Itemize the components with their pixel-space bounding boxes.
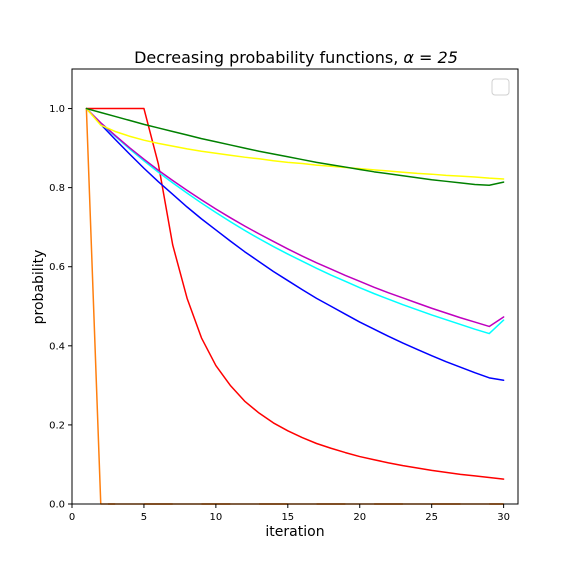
series-line-3 xyxy=(85,107,505,335)
series-line-4 xyxy=(85,107,505,328)
y-axis-ticks: 0.0 0.2 0.4 0.6 0.8 1.0 xyxy=(49,104,72,511)
x-tick-label-1: 5 xyxy=(141,512,147,523)
chart-title-math: α = 25 xyxy=(403,48,457,67)
x-axis-ticks: 0 5 10 15 20 25 30 xyxy=(69,504,510,523)
series-line-2 xyxy=(85,107,505,381)
y-tick-label-3: 0.6 xyxy=(49,262,65,273)
series-line-6 xyxy=(85,107,505,187)
y-tick-label-5: 1.0 xyxy=(49,104,65,115)
legend-box xyxy=(491,78,510,96)
chart-title-text: Decreasing probability functions, xyxy=(134,48,403,67)
chart-title: Decreasing probability functions, α = 25 xyxy=(134,48,458,67)
x-tick-label-6: 30 xyxy=(497,512,510,523)
series-line-1 xyxy=(85,107,505,480)
y-tick-label-4: 0.8 xyxy=(49,183,65,194)
x-tick-label-4: 20 xyxy=(353,512,366,523)
series-line-5 xyxy=(85,107,505,180)
x-tick-label-5: 25 xyxy=(425,512,438,523)
y-tick-label-0: 0.0 xyxy=(49,500,65,511)
y-axis-label: probability xyxy=(31,250,47,325)
y-tick-label-2: 0.4 xyxy=(49,341,65,352)
x-tick-label-3: 15 xyxy=(281,512,294,523)
x-tick-label-2: 10 xyxy=(210,512,223,523)
x-axis-label: iteration xyxy=(265,524,324,540)
x-tick-label-0: 0 xyxy=(69,512,75,523)
axes-frame xyxy=(71,68,519,505)
y-tick-label-1: 0.2 xyxy=(49,420,65,431)
